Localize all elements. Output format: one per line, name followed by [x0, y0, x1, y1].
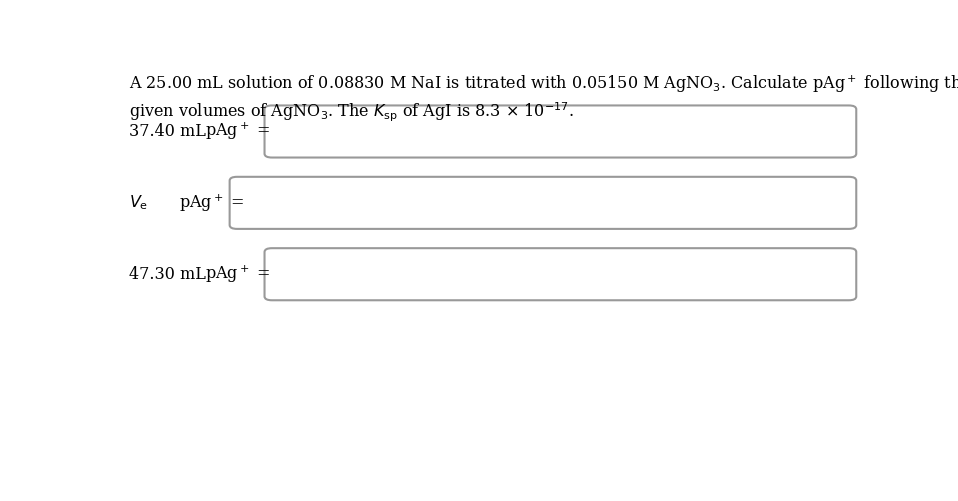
FancyBboxPatch shape [230, 177, 856, 229]
FancyBboxPatch shape [264, 248, 856, 300]
Text: given volumes of AgNO$_3$. The $K_{\mathrm{sp}}$ of AgI is 8.3 $\times$ 10$^{-17: given volumes of AgNO$_3$. The $K_{\math… [129, 101, 574, 124]
FancyBboxPatch shape [264, 105, 856, 157]
Text: pAg$^+$ =: pAg$^+$ = [205, 121, 270, 142]
Text: $V_{\mathrm{e}}$: $V_{\mathrm{e}}$ [129, 193, 148, 212]
Text: pAg$^+$ =: pAg$^+$ = [205, 264, 270, 285]
Text: pAg$^+$ =: pAg$^+$ = [179, 192, 244, 213]
Text: 47.30 mL: 47.30 mL [129, 266, 206, 283]
Text: A 25.00 mL solution of 0.08830 M NaI is titrated with 0.05150 M AgNO$_3$. Calcul: A 25.00 mL solution of 0.08830 M NaI is … [129, 74, 958, 95]
Text: 37.40 mL: 37.40 mL [129, 123, 206, 140]
